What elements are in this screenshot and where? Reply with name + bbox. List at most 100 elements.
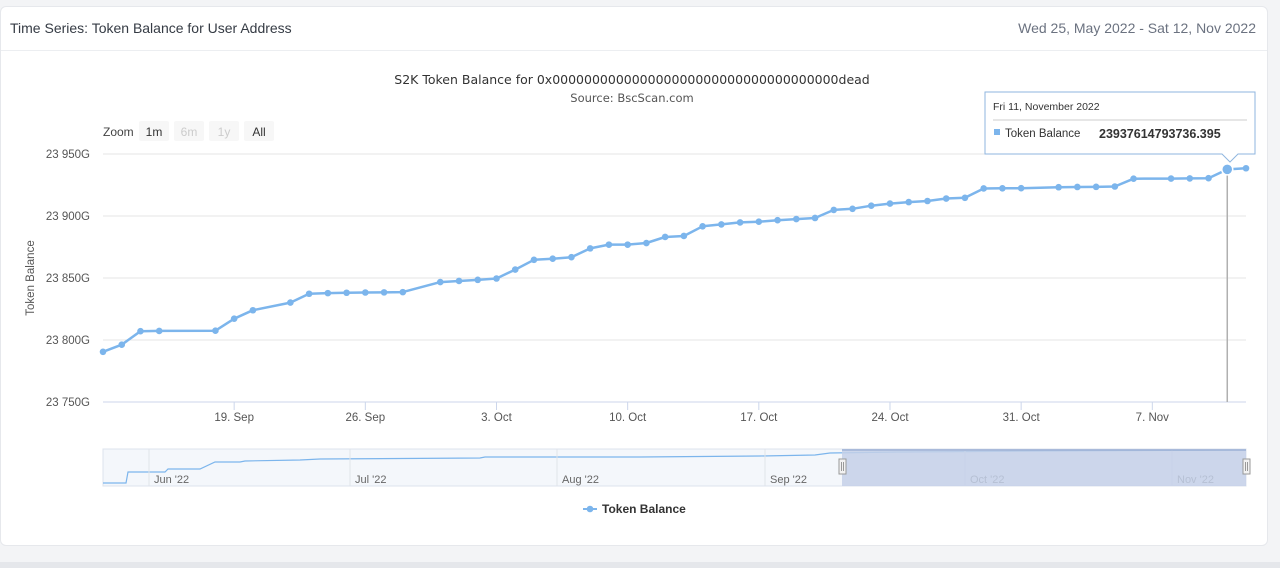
data-point[interactable] (1242, 164, 1250, 172)
data-point[interactable] (1017, 184, 1025, 192)
navigator-handle-left[interactable] (838, 458, 847, 475)
x-tick-label: 31. Oct (1003, 412, 1041, 424)
card-header: Time Series: Token Balance for User Addr… (1, 7, 1267, 51)
navigator-label: Sep '22 (770, 474, 807, 486)
data-point[interactable] (380, 289, 388, 296)
tooltip-series-name: Token Balance (1005, 128, 1080, 140)
data-point[interactable] (530, 256, 538, 264)
data-point[interactable] (661, 233, 669, 241)
zoom-button-6m (174, 121, 204, 141)
zoom-label: Zoom (103, 125, 134, 139)
data-point[interactable] (792, 215, 800, 223)
data-point[interactable] (99, 348, 107, 356)
data-point[interactable] (474, 276, 482, 284)
data-point[interactable] (680, 232, 688, 240)
data-point[interactable] (1111, 183, 1119, 190)
data-point[interactable] (605, 241, 613, 248)
data-point[interactable] (924, 197, 931, 205)
data-point[interactable] (980, 185, 987, 192)
data-point[interactable] (755, 218, 763, 226)
legend-marker (586, 505, 594, 513)
data-point[interactable] (774, 216, 781, 224)
y-tick-label: 23 900G (46, 211, 90, 223)
data-point[interactable] (343, 289, 350, 297)
data-point[interactable] (287, 299, 294, 306)
x-tick-label: 24. Oct (871, 412, 909, 424)
x-tick-label: 26. Sep (345, 412, 385, 424)
navigator-label: Aug '22 (562, 474, 599, 486)
zoom-button-label-1y: 1y (218, 125, 231, 139)
hovered-point[interactable] (1221, 163, 1234, 176)
data-point[interactable] (362, 289, 369, 296)
y-tick-label: 23 750G (46, 397, 90, 409)
tooltip-series-marker (994, 129, 1000, 135)
date-range: Wed 25, May 2022 - Sat 12, Nov 2022 (1018, 20, 1256, 36)
data-point[interactable] (718, 221, 725, 228)
data-point[interactable] (1186, 175, 1194, 182)
data-point[interactable] (455, 277, 463, 285)
data-point[interactable] (849, 205, 856, 213)
y-tick-label: 23 850G (46, 273, 90, 285)
series-line (102, 167, 1247, 353)
y-axis-title: Token Balance (25, 240, 37, 315)
data-point[interactable] (1205, 174, 1212, 182)
data-point[interactable] (867, 202, 875, 210)
data-point[interactable] (643, 239, 650, 247)
data-point[interactable] (886, 200, 894, 207)
data-point[interactable] (961, 194, 969, 202)
data-point[interactable] (324, 289, 332, 297)
zoom-button-label-1m: 1m (146, 125, 163, 139)
navigator-label: Jun '22 (154, 474, 189, 486)
data-point[interactable] (999, 185, 1006, 192)
x-tick-label: 10. Oct (609, 412, 647, 424)
x-tick-label: 7. Nov (1136, 412, 1169, 424)
tooltip-value: 23937614793736.395 (1099, 127, 1221, 141)
legend-item-token-balance[interactable]: Token Balance (602, 502, 686, 516)
chart-subtitle: Source: BscScan.com (570, 91, 693, 105)
zoom-button-1y (209, 121, 239, 141)
x-tick-label: 17. Oct (740, 412, 778, 424)
data-point[interactable] (1092, 183, 1100, 191)
data-point[interactable] (155, 327, 163, 335)
data-point[interactable] (736, 219, 744, 226)
data-point[interactable] (830, 206, 838, 214)
y-tick-label: 23 950G (46, 149, 90, 161)
navigator-series (103, 449, 1247, 484)
data-point[interactable] (436, 278, 444, 286)
tooltip-date: Fri 11, November 2022 (993, 101, 1100, 113)
data-point[interactable] (1130, 175, 1137, 182)
data-point[interactable] (811, 214, 819, 222)
data-point[interactable] (699, 222, 706, 230)
data-point[interactable] (549, 255, 557, 262)
y-tick-label: 23 800G (46, 335, 90, 347)
data-point[interactable] (624, 241, 631, 248)
x-tick-label: 19. Sep (214, 412, 254, 424)
zoom-button-label-all: All (252, 125, 265, 139)
tooltip-box (984, 91, 1256, 163)
zoom-button-1m[interactable] (139, 121, 169, 141)
data-point[interactable] (511, 266, 519, 273)
zoom-button-all[interactable] (244, 121, 274, 141)
data-point[interactable] (942, 195, 950, 202)
data-point[interactable] (586, 245, 594, 252)
data-point[interactable] (905, 198, 913, 206)
navigator-handle-right[interactable] (1242, 458, 1251, 475)
data-point[interactable] (118, 341, 126, 349)
navigator-label: Jul '22 (355, 474, 386, 486)
data-point[interactable] (493, 275, 500, 282)
data-point[interactable] (1074, 183, 1081, 191)
data-point[interactable] (1055, 183, 1062, 191)
zoom-button-label-6m: 6m (181, 125, 198, 139)
data-point[interactable] (1167, 175, 1175, 182)
data-point[interactable] (305, 290, 313, 298)
data-point[interactable] (212, 327, 219, 335)
card-title: Time Series: Token Balance for User Addr… (10, 20, 292, 36)
data-point[interactable] (249, 306, 257, 314)
data-point[interactable] (399, 288, 407, 296)
data-point[interactable] (230, 315, 238, 322)
navigator-selected-range[interactable] (842, 449, 1246, 486)
data-point[interactable] (137, 327, 144, 335)
data-point[interactable] (568, 253, 575, 261)
x-tick-label: 3. Oct (481, 412, 512, 424)
